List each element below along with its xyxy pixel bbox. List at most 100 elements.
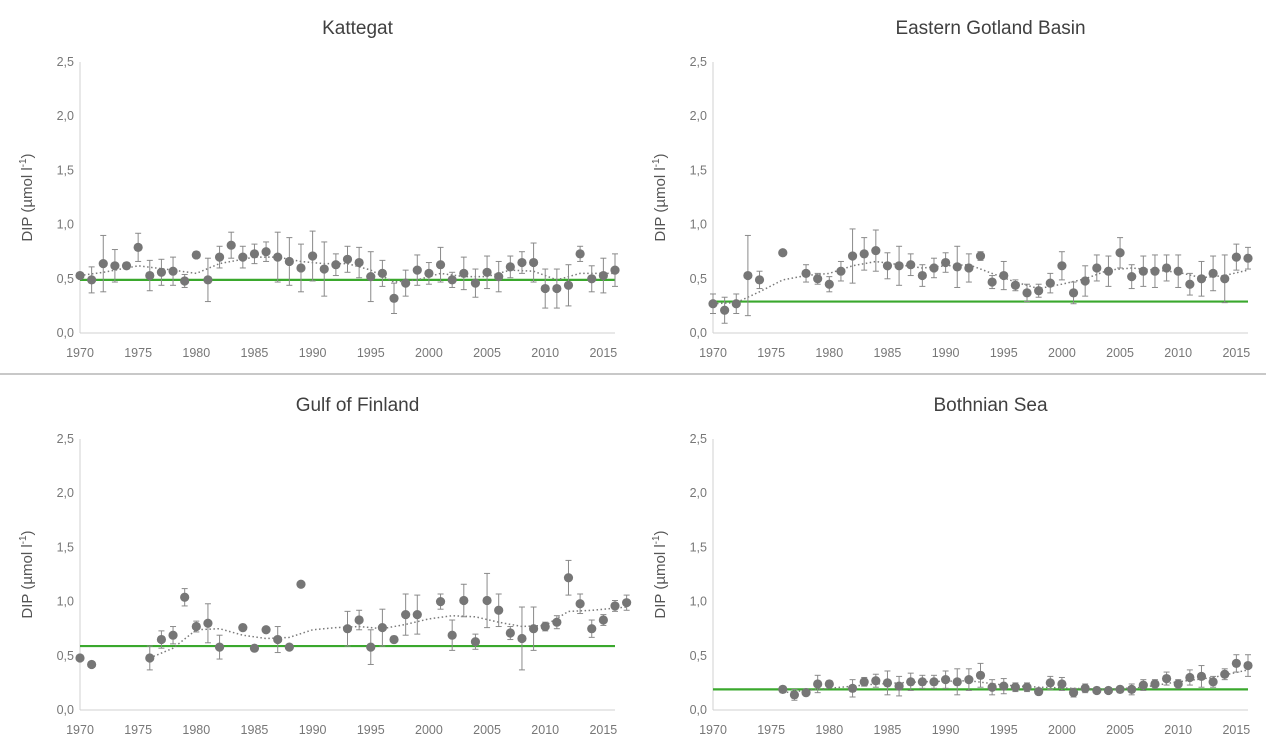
- data-point: [610, 601, 620, 611]
- data-point: [412, 610, 422, 620]
- y-tick-label: 1,0: [690, 595, 707, 609]
- data-point: [540, 283, 550, 294]
- data-point: [882, 261, 893, 271]
- x-tick-label: 1975: [757, 346, 785, 360]
- data-point: [778, 684, 788, 695]
- data-point: [708, 299, 718, 309]
- panel-divider: [0, 373, 1266, 375]
- data-point: [964, 675, 974, 685]
- data-point: [575, 599, 585, 609]
- data-point: [447, 630, 457, 640]
- data-point: [952, 677, 962, 687]
- x-tick-label: 1980: [182, 346, 210, 360]
- data-point: [180, 276, 190, 286]
- data-point: [226, 240, 236, 250]
- chart-kattegat: Kattegat DIP (µmol l-1) 0,0 0,5 1,0 1,5 2,0 2,5…: [0, 0, 633, 370]
- data-point: [563, 280, 574, 290]
- chart-eastern-gotland-basin: Eastern Gotland Basin DIP (µmol l-1) 0,0 0,…: [633, 0, 1266, 370]
- data-point: [999, 681, 1009, 691]
- data-point: [249, 643, 260, 653]
- data-point: [214, 642, 225, 652]
- data-point: [331, 260, 341, 270]
- data-point: [894, 261, 904, 271]
- x-tick-label: 1975: [124, 346, 152, 360]
- data-point: [168, 630, 178, 640]
- y-tick-label: 0,0: [690, 326, 707, 340]
- data-point: [435, 260, 446, 270]
- x-tick-label: 1985: [874, 346, 902, 360]
- data-point: [342, 624, 353, 634]
- data-point: [563, 573, 574, 583]
- x-tick-label: 1990: [932, 346, 960, 360]
- data-point: [1068, 688, 1079, 698]
- data-point: [552, 617, 562, 627]
- data-point: [1173, 266, 1183, 276]
- data-point: [952, 262, 962, 272]
- data-point: [110, 261, 120, 271]
- y-tick-label: 2,5: [57, 432, 74, 446]
- x-tick-label: 2010: [531, 346, 559, 360]
- y-tick-label: 1,5: [57, 163, 74, 177]
- data-point: [1103, 685, 1114, 696]
- data-point: [528, 624, 539, 634]
- y-axis-label: DIP (µmol l-1): [18, 530, 36, 618]
- x-tick-label: 2000: [1048, 723, 1076, 737]
- y-tick-label: 0,5: [57, 649, 74, 663]
- trend-line: [149, 606, 627, 659]
- data-point: [1243, 660, 1253, 671]
- y-tick-label: 1,5: [690, 540, 707, 554]
- data-point: [459, 268, 469, 278]
- data-point: [743, 270, 753, 281]
- y-axis-label-tail: ): [19, 153, 36, 158]
- data-point: [598, 615, 608, 625]
- data-point: [366, 272, 376, 282]
- data-point: [1196, 671, 1207, 681]
- data-point: [987, 277, 997, 287]
- chart-bothnian-sea: Bothnian Sea DIP (µmol l-1) 0,0 0,5 1,0 1,5 2,…: [633, 377, 1266, 747]
- y-axis-label-tail: ): [652, 530, 669, 535]
- data-point: [284, 642, 294, 652]
- data-point: [156, 634, 167, 645]
- y-tick-label: 2,5: [57, 55, 74, 69]
- y-tick-label: 0,5: [57, 272, 74, 286]
- x-tick-label: 1995: [990, 723, 1018, 737]
- x-tick-label: 2005: [473, 346, 501, 360]
- x-tick-label: 2010: [1164, 346, 1192, 360]
- data-point: [389, 634, 399, 645]
- x-tick-label: 1970: [699, 723, 727, 737]
- x-tick-label: 2005: [473, 723, 501, 737]
- x-tick-label: 1985: [874, 723, 902, 737]
- data-point: [1231, 252, 1241, 262]
- data-point: [377, 623, 387, 633]
- data-point: [191, 250, 201, 260]
- data-point: [871, 676, 881, 686]
- data-point: [377, 268, 387, 278]
- y-tick-label: 1,5: [57, 540, 74, 554]
- data-point: [929, 677, 939, 687]
- y-axis-label: DIP (µmol l-1): [651, 530, 669, 618]
- data-point: [517, 633, 527, 644]
- data-point: [975, 670, 986, 680]
- data-point: [1092, 263, 1102, 273]
- data-point: [859, 677, 869, 687]
- data-point: [494, 605, 504, 615]
- data-point: [789, 690, 800, 700]
- x-tick-label: 1975: [757, 723, 785, 737]
- data-point: [98, 259, 108, 269]
- y-tick-label: 2,0: [57, 486, 74, 500]
- data-point: [342, 254, 353, 264]
- data-point: [482, 595, 492, 606]
- data-point: [1034, 286, 1044, 296]
- data-point: [1034, 686, 1044, 697]
- data-point: [754, 275, 765, 285]
- data-point: [296, 263, 306, 273]
- data-point: [366, 642, 376, 652]
- data-point: [435, 597, 446, 607]
- data-point: [1208, 268, 1218, 278]
- data-point: [145, 653, 155, 663]
- data-point: [87, 275, 97, 285]
- data-point: [824, 679, 834, 689]
- data-point: [505, 262, 515, 272]
- x-tick-label: 2010: [531, 723, 559, 737]
- x-tick-label: 1995: [357, 346, 385, 360]
